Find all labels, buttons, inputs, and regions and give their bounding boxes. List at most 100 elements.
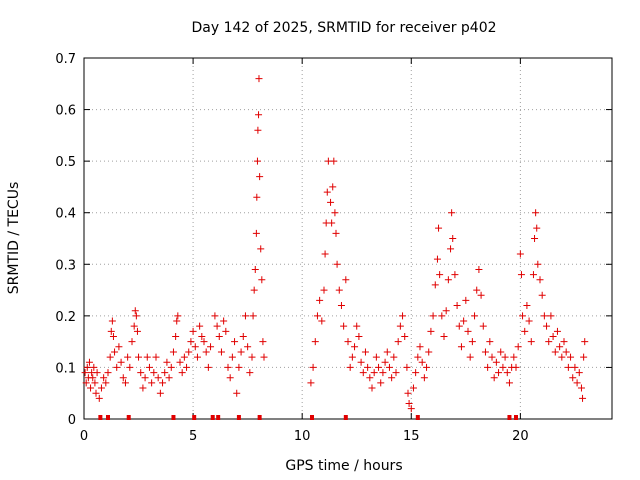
zero-marker (507, 415, 512, 420)
data-point (260, 353, 268, 361)
data-point (381, 358, 389, 366)
data-point (133, 327, 141, 335)
data-point (102, 379, 110, 387)
data-point (200, 338, 208, 346)
data-point (137, 369, 145, 377)
data-point (258, 276, 266, 284)
data-point (251, 265, 259, 273)
data-point (499, 363, 507, 371)
data-point (348, 353, 356, 361)
data-point (533, 224, 541, 232)
data-points (81, 75, 589, 413)
data-point (427, 327, 435, 335)
data-point (471, 312, 479, 320)
data-point (412, 369, 420, 377)
data-point (165, 374, 173, 382)
data-point (361, 348, 369, 356)
data-point (333, 260, 341, 268)
data-point (121, 379, 129, 387)
data-point (106, 353, 114, 361)
data-point (527, 338, 535, 346)
data-point (490, 374, 498, 382)
data-point (328, 219, 336, 227)
data-point (233, 389, 241, 397)
data-point (340, 322, 348, 330)
y-axis-ticks: 0 0.1 0.2 0.3 0.4 0.5 0.6 0.7 (55, 52, 612, 428)
data-point (119, 374, 127, 382)
y-tick-label: 0.3 (55, 258, 76, 273)
data-point (558, 353, 566, 361)
data-point (183, 363, 191, 371)
data-point (148, 379, 156, 387)
x-tick-label: 5 (189, 429, 197, 444)
data-point (501, 353, 509, 361)
data-point (505, 379, 513, 387)
data-point (377, 379, 385, 387)
x-tick-label: 10 (294, 429, 311, 444)
data-point (163, 358, 171, 366)
data-point (237, 348, 245, 356)
data-point (351, 343, 359, 351)
data-point (342, 276, 350, 284)
data-point (90, 363, 98, 371)
data-point (525, 317, 533, 325)
data-point (321, 250, 329, 258)
data-point (519, 312, 527, 320)
data-point (575, 369, 583, 377)
data-point (560, 338, 568, 346)
data-point (475, 265, 483, 273)
data-point (357, 358, 365, 366)
data-point (416, 343, 424, 351)
zero-marker (216, 415, 221, 420)
data-point (174, 312, 182, 320)
data-point (254, 126, 262, 134)
data-point (579, 394, 587, 402)
data-point (567, 353, 575, 361)
data-point (141, 374, 149, 382)
data-point (390, 353, 398, 361)
data-point (444, 276, 452, 284)
data-point (425, 348, 433, 356)
zero-marker (310, 415, 314, 420)
data-point (111, 348, 119, 356)
data-point (253, 193, 261, 201)
data-point (431, 281, 439, 289)
data-point (407, 405, 415, 413)
zero-marker (98, 415, 103, 420)
data-point (193, 353, 201, 361)
data-point (453, 302, 461, 310)
data-point (156, 389, 164, 397)
data-point (323, 188, 331, 196)
data-point (250, 286, 258, 294)
data-point (81, 369, 89, 377)
data-point (481, 348, 489, 356)
data-point (249, 312, 257, 320)
data-point (473, 286, 481, 294)
data-point (187, 338, 195, 346)
data-point (447, 245, 455, 253)
data-point (231, 338, 239, 346)
data-point (562, 348, 570, 356)
data-point (115, 343, 123, 351)
data-point (464, 327, 472, 335)
data-point (253, 157, 261, 165)
data-point (257, 245, 265, 253)
data-point (486, 338, 494, 346)
data-point (497, 348, 505, 356)
data-point (366, 374, 374, 382)
data-point (538, 291, 546, 299)
data-point (364, 363, 372, 371)
data-point (370, 369, 378, 377)
data-point (521, 327, 529, 335)
data-point (327, 198, 335, 206)
data-point (178, 369, 186, 377)
data-point (259, 338, 267, 346)
data-point (375, 363, 383, 371)
data-point (531, 235, 539, 242)
data-point (529, 271, 537, 279)
data-point (207, 343, 215, 351)
data-point (145, 363, 153, 371)
chart-title: Day 142 of 2025, SRMTID for receiver p40… (191, 20, 496, 36)
zero-marker (236, 415, 241, 420)
data-point (468, 338, 476, 346)
